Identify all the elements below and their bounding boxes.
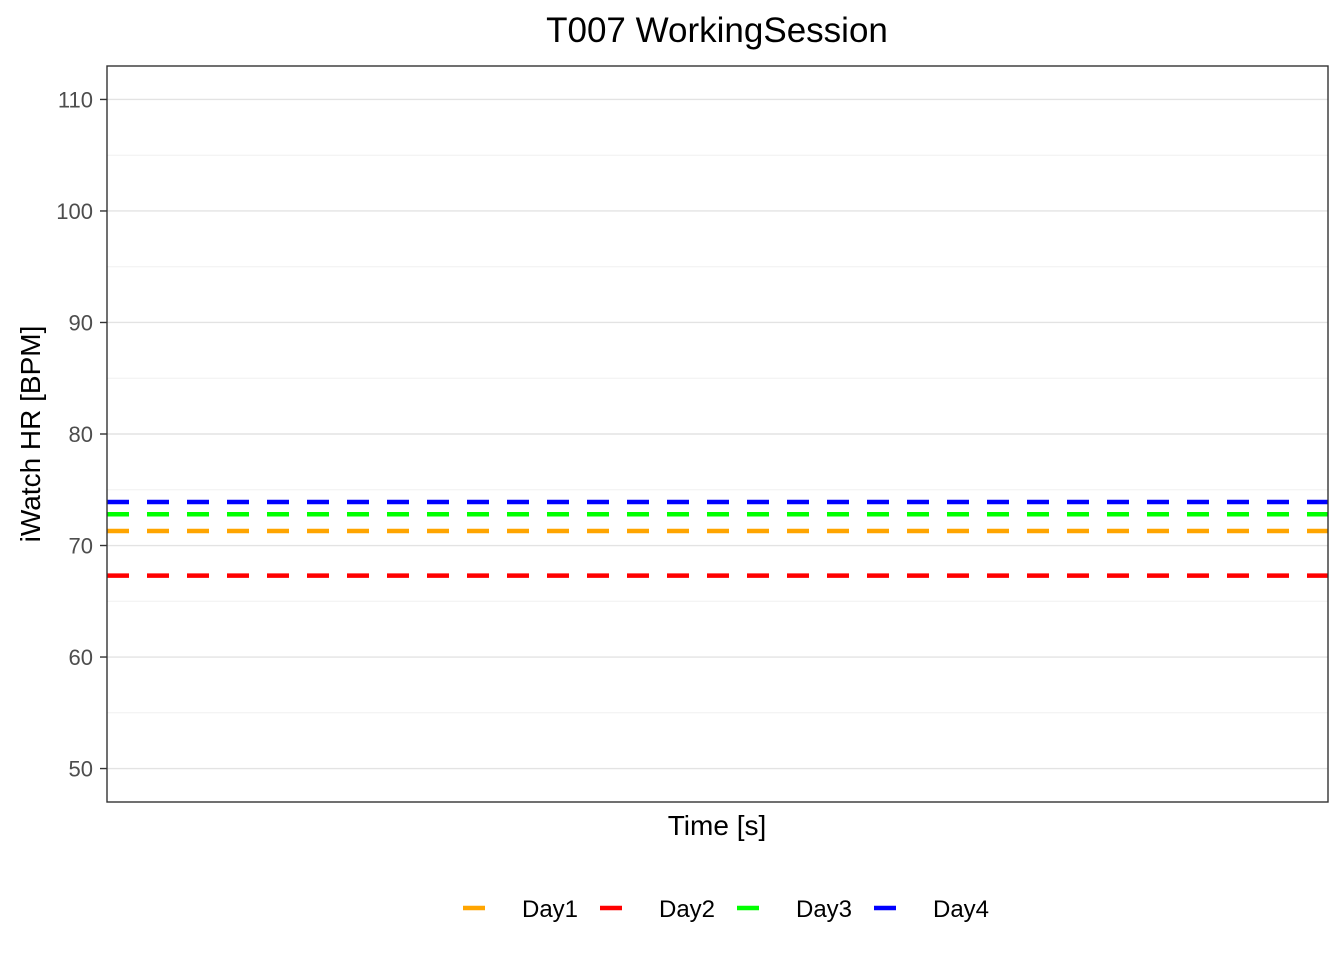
- x-axis-label: Time [s]: [668, 810, 767, 841]
- y-tick-label: 90: [69, 310, 93, 335]
- legend-label-day3: Day3: [796, 896, 852, 923]
- y-axis: 50 60 70 80 90 100 110: [56, 87, 107, 782]
- y-tick-label: 80: [69, 422, 93, 447]
- legend-label-day1: Day1: [522, 896, 578, 923]
- series-lines: [107, 499, 1328, 578]
- y-tick-label: 100: [56, 199, 93, 224]
- y-tick-label: 60: [69, 645, 93, 670]
- y-tick-label: 110: [58, 87, 93, 112]
- legend-label-day4: Day4: [933, 896, 989, 923]
- plot-area: [106, 65, 1329, 803]
- y-tick-label: 70: [69, 534, 93, 559]
- legend-label-day2: Day2: [659, 896, 715, 923]
- y-axis-label: iWatch HR [BPM]: [15, 326, 46, 543]
- minor-grid: [107, 154, 1328, 714]
- major-grid: [107, 98, 1328, 770]
- chart-title: T007 WorkingSession: [546, 11, 888, 50]
- legend: Day1 Day2 Day3 Day4: [463, 896, 989, 923]
- y-tick-label: 50: [69, 757, 93, 782]
